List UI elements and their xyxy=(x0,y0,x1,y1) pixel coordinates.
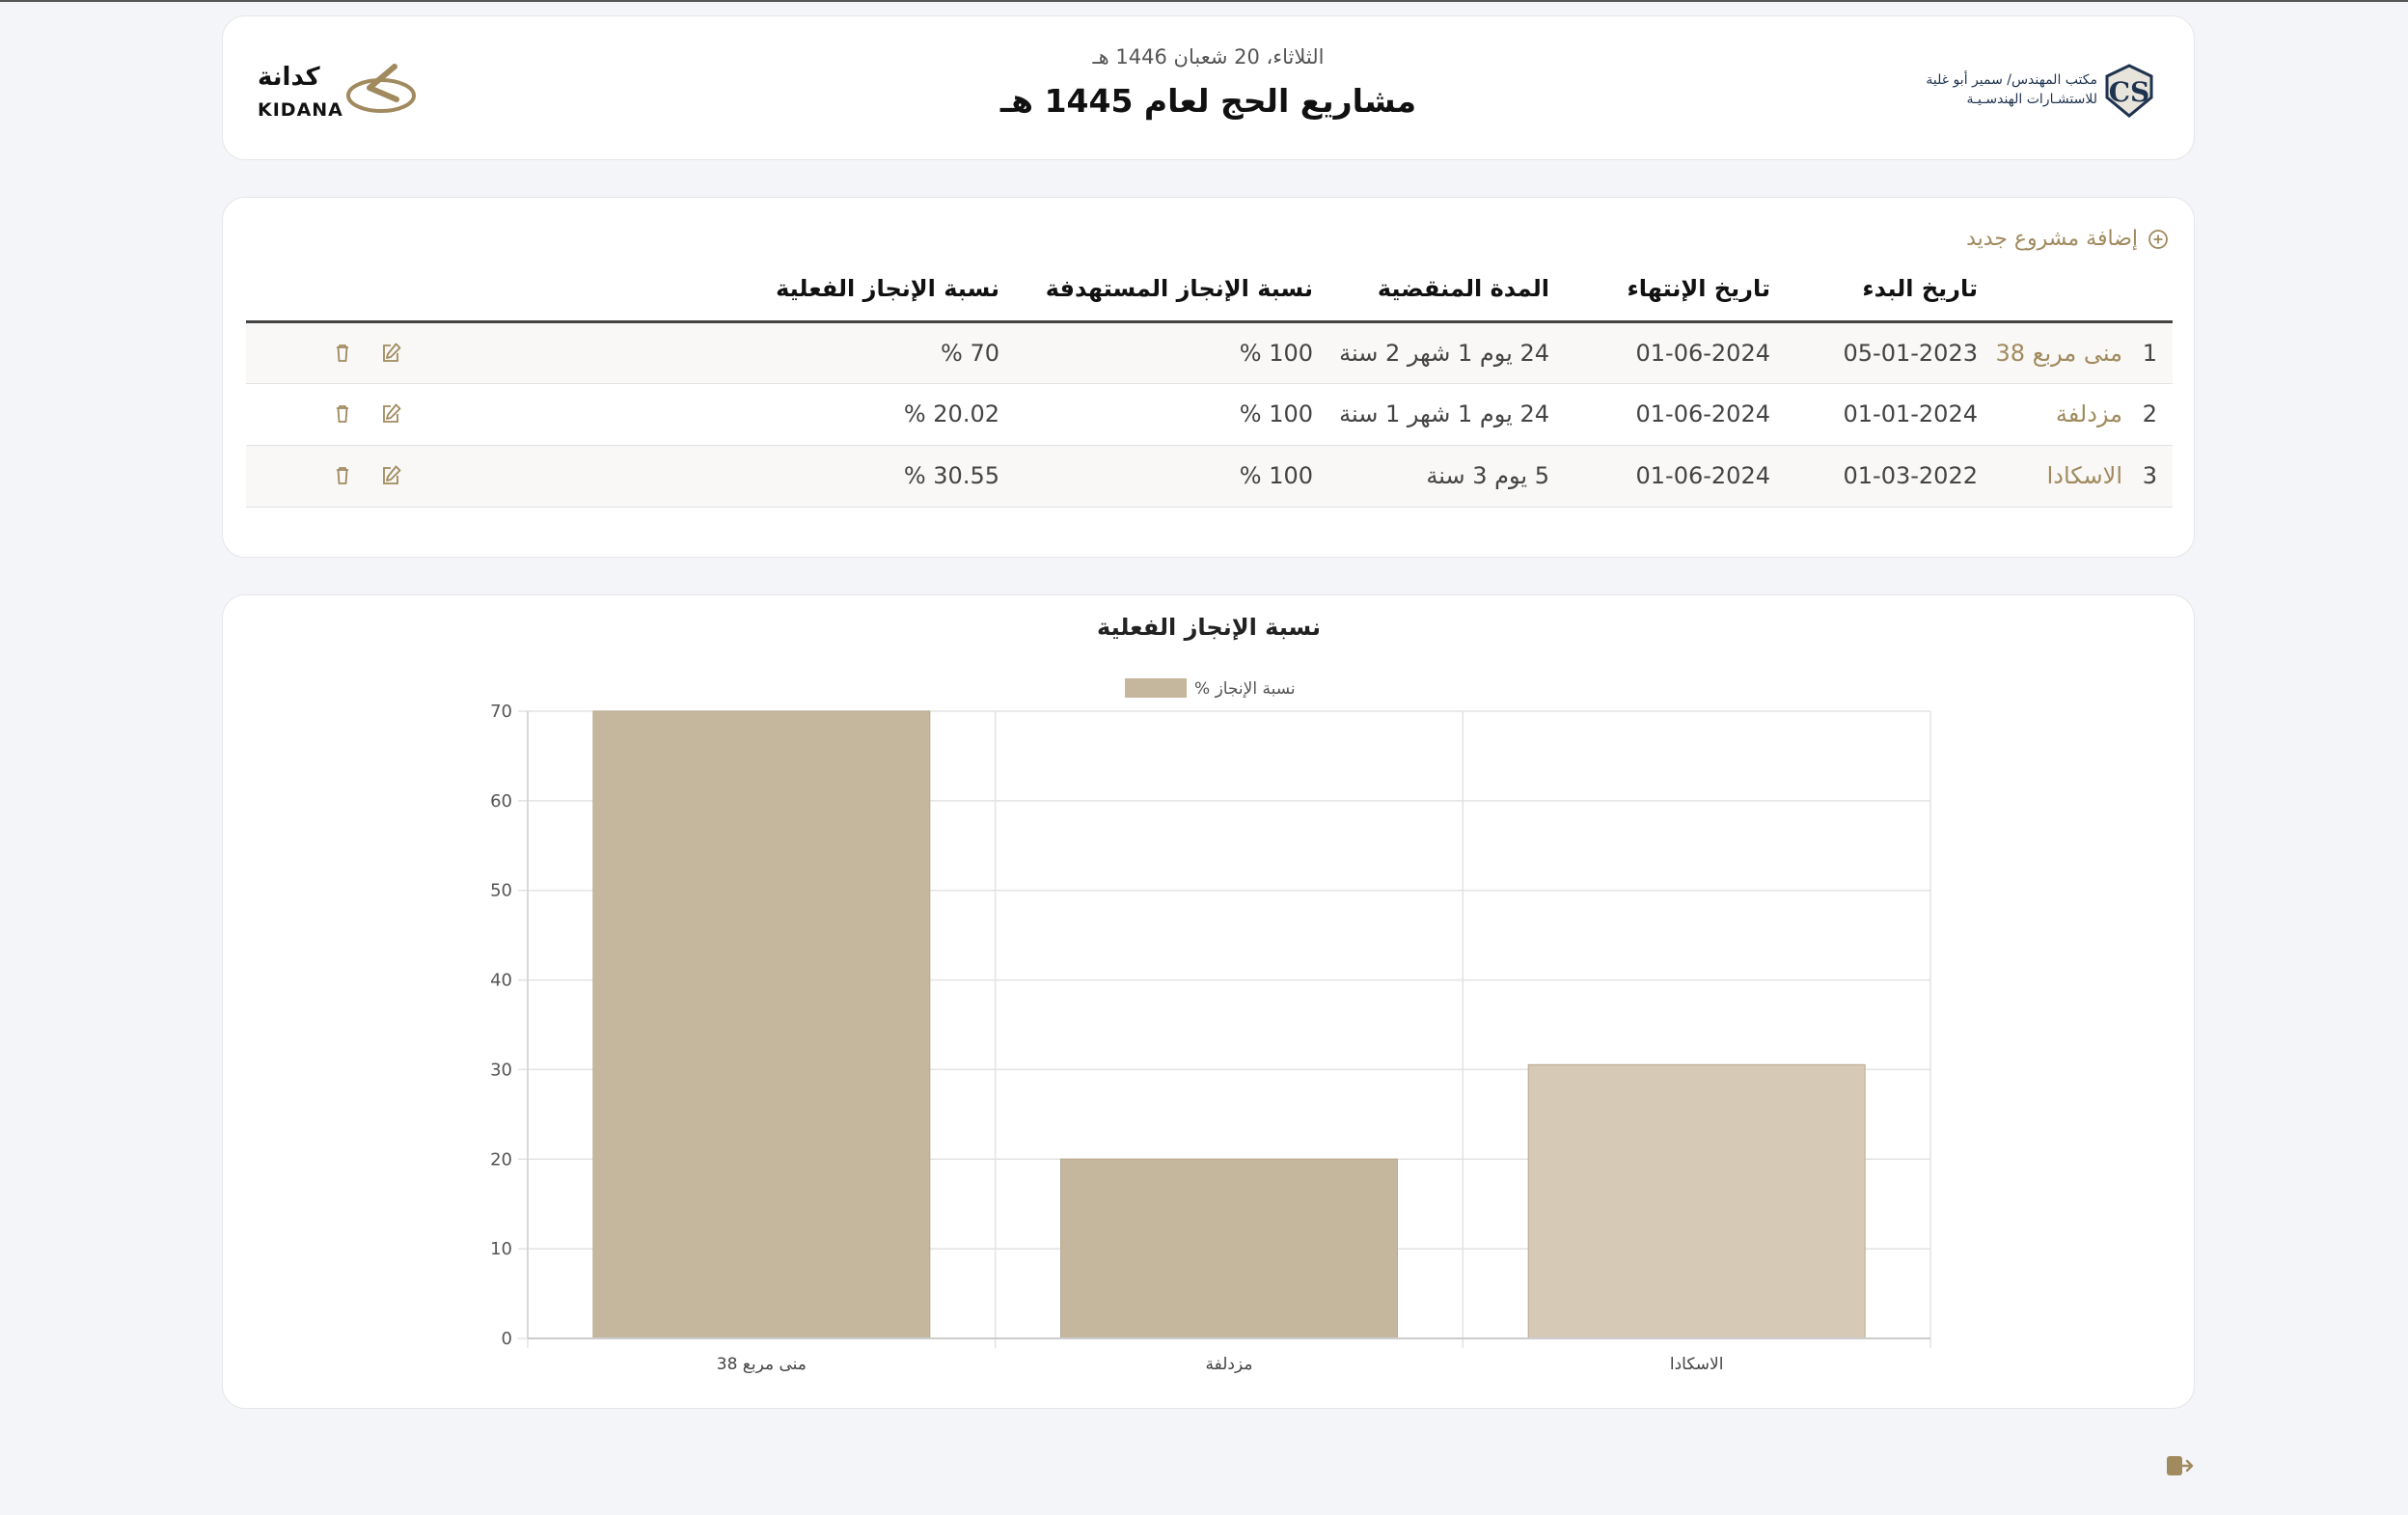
top-border-line xyxy=(0,0,2408,2)
header-num xyxy=(2122,258,2173,323)
progress-bar-chart: نسبة الإنجاز الفعلية % نسبة الإنجاز 0 10 20 3… xyxy=(490,614,1931,1374)
office-monogram-icon: CS xyxy=(2105,64,2153,118)
trash-icon[interactable] xyxy=(329,462,356,489)
x-tick-label: منى مربع 38 xyxy=(717,1355,807,1374)
row-num: 1 xyxy=(2122,321,2173,384)
y-tick-label: 20 xyxy=(490,1149,512,1170)
header-actual-progress: نسبة الإنجاز الفعلية xyxy=(626,258,999,323)
header-name xyxy=(1978,258,2122,323)
row-duration: 24 يوم 1 شهر 1 سنة xyxy=(1313,383,1549,446)
row-actions xyxy=(246,383,626,446)
x-tick-label: الاسكادا xyxy=(1670,1355,1724,1374)
header-start-date: تاريخ البدء xyxy=(1770,258,1978,323)
header-date: الثلاثاء، 20 شعبان 1446 هـ xyxy=(1092,45,1325,69)
chart-card: نسبة الإنجاز الفعلية % نسبة الإنجاز 0 10 20 3… xyxy=(222,594,2195,1409)
row-actual-progress: 70 % xyxy=(626,321,999,384)
table-row: 2 مزدلفة 01-01-2024 01-06-2024 24 يوم 1 … xyxy=(246,383,2173,446)
logout-icon[interactable] xyxy=(2165,1452,2194,1479)
row-num: 3 xyxy=(2122,445,2173,508)
row-actual-progress: 30.55 % xyxy=(626,445,999,508)
table-header-row: تاريخ البدء تاريخ الإنتهاء المدة المنقضي… xyxy=(246,258,2173,323)
office-monogram-text: CS xyxy=(2109,76,2150,108)
trash-icon[interactable] xyxy=(329,340,356,367)
kidana-logo-english: KIDANA xyxy=(258,99,343,121)
office-logo: مكتب المهندس/ سمير أبو غلية للاستشـارات … xyxy=(1926,63,2157,130)
row-start-date: 01-03-2022 xyxy=(1770,445,1978,508)
header-card: كدانة KIDANA الثلاثاء، 20 شعبان 1446 هـ … xyxy=(222,15,2195,160)
header-target-progress: نسبة الإنجاز المستهدفة xyxy=(999,258,1313,323)
project-name[interactable]: منى مربع 38 xyxy=(1995,339,2122,367)
project-name[interactable]: الاسكادا xyxy=(2046,462,2122,489)
row-target-progress: 100 % xyxy=(999,383,1313,446)
y-tick-label: 0 xyxy=(502,1329,512,1349)
office-logo-line2: للاستشـارات الهندسـيـة xyxy=(1966,92,2097,107)
y-tick-label: 30 xyxy=(490,1060,512,1080)
row-actions xyxy=(246,321,626,384)
edit-icon[interactable] xyxy=(377,400,404,427)
office-logo-line1: مكتب المهندس/ سمير أبو غلية xyxy=(1926,72,2097,88)
row-start-date: 05-01-2023 xyxy=(1770,321,1978,384)
page-title: مشاريع الحج لعام 1445 هـ xyxy=(999,82,1417,120)
row-num: 2 xyxy=(2122,383,2173,446)
projects-card: إضافة مشروع جديد تاريخ البدء تاريخ الإنت… xyxy=(222,197,2195,558)
add-project-label: إضافة مشروع جديد xyxy=(1966,227,2138,251)
row-project-name-link[interactable]: منى مربع 38 xyxy=(1978,321,2122,384)
trash-icon[interactable] xyxy=(329,400,356,427)
chart-title: نسبة الإنجاز الفعلية xyxy=(1097,614,1321,641)
chart-bar xyxy=(1060,1158,1398,1339)
legend-swatch xyxy=(1125,678,1187,698)
row-project-name-link[interactable]: مزدلفة xyxy=(1978,383,2122,446)
row-end-date: 01-06-2024 xyxy=(1549,445,1770,508)
table-row: 1 منى مربع 38 05-01-2023 01-06-2024 24 ي… xyxy=(246,321,2173,384)
edit-icon[interactable] xyxy=(377,340,404,367)
edit-icon[interactable] xyxy=(377,462,404,489)
row-duration: 24 يوم 1 شهر 2 سنة xyxy=(1313,321,1549,384)
header-end-date: تاريخ الإنتهاء xyxy=(1549,258,1770,323)
header-actions xyxy=(246,258,626,323)
row-actual-progress: 20.02 % xyxy=(626,383,999,446)
row-duration: 5 يوم 3 سنة xyxy=(1313,445,1549,508)
row-project-name-link[interactable]: الاسكادا xyxy=(1978,445,2122,508)
legend-label: % نسبة الإنجاز xyxy=(1194,679,1296,699)
row-actions xyxy=(246,445,626,508)
project-name[interactable]: مزدلفة xyxy=(2055,400,2122,427)
row-target-progress: 100 % xyxy=(999,321,1313,384)
chart-bar xyxy=(1527,1063,1866,1339)
add-project-button[interactable]: إضافة مشروع جديد xyxy=(1966,227,2169,251)
kidana-logo: كدانة KIDANA xyxy=(258,61,422,124)
y-tick-label: 70 xyxy=(490,702,512,722)
header-duration: المدة المنقضية xyxy=(1313,258,1549,323)
row-start-date: 01-01-2024 xyxy=(1770,383,1978,446)
row-end-date: 01-06-2024 xyxy=(1549,383,1770,446)
y-tick-label: 10 xyxy=(490,1239,512,1259)
row-end-date: 01-06-2024 xyxy=(1549,321,1770,384)
row-target-progress: 100 % xyxy=(999,445,1313,508)
chart-bar xyxy=(592,710,931,1339)
x-tick-label: مزدلفة xyxy=(1206,1355,1253,1374)
projects-table: تاريخ البدء تاريخ الإنتهاء المدة المنقضي… xyxy=(246,258,2173,508)
y-tick-label: 60 xyxy=(490,791,512,812)
kidana-logo-arabic: كدانة xyxy=(258,63,320,92)
kidana-mark-icon xyxy=(346,64,416,113)
y-tick-label: 50 xyxy=(490,881,512,901)
plus-circle-icon xyxy=(2148,229,2168,249)
y-tick-label: 40 xyxy=(490,971,512,991)
table-row: 3 الاسكادا 01-03-2022 01-06-2024 5 يوم 3… xyxy=(246,445,2173,508)
